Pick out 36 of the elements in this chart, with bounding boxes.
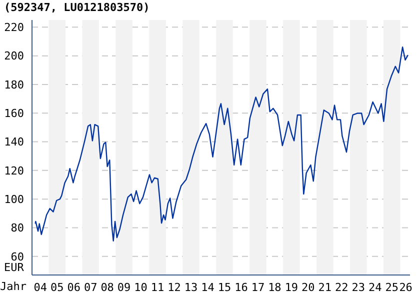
chart-title: (592347, LU0121803570): [4, 1, 150, 14]
x-tick-label: 14: [201, 280, 215, 294]
x-tick-label: 25: [385, 280, 398, 294]
x-tick-label: 21: [318, 280, 332, 294]
x-tick-label: 05: [50, 280, 64, 294]
x-tick-label: 11: [150, 280, 164, 294]
x-axis-title: Jahr: [0, 280, 26, 293]
x-tick-label: 18: [268, 280, 282, 294]
y-axis-title: EUR: [4, 261, 24, 274]
x-tick-label: 17: [251, 280, 265, 294]
x-tick-label: 06: [67, 280, 80, 294]
y-tick-label: 120: [4, 164, 24, 178]
x-tick-label: 13: [184, 280, 198, 294]
y-tick-label: 60: [10, 250, 24, 264]
x-tick-label: 15: [218, 280, 232, 294]
line-series: [34, 46, 409, 242]
x-tick-label: 22: [335, 280, 348, 294]
y-tick-label: 180: [4, 78, 24, 92]
y-tick-label: 200: [4, 50, 24, 63]
x-tick-label: 24: [368, 280, 382, 294]
x-tick-label: 09: [117, 280, 131, 294]
x-tick-label: 07: [84, 280, 98, 294]
x-tick-label: 08: [100, 280, 114, 294]
x-tick-label: 23: [352, 280, 366, 294]
y-tick-label: 220: [4, 21, 24, 34]
y-tick-label: 80: [10, 222, 24, 235]
x-tick-label: 26: [399, 280, 412, 294]
x-tick-label: 12: [168, 280, 181, 294]
y-tick-label: 160: [4, 107, 24, 120]
x-tick-label: 16: [234, 280, 248, 294]
x-tick-label: 04: [34, 280, 48, 294]
x-tick-label: 20: [302, 280, 315, 294]
y-tick-label: 140: [4, 136, 24, 149]
x-tick-label: 10: [134, 280, 148, 294]
x-tick-label: 19: [284, 280, 298, 294]
y-tick-label: 100: [4, 192, 24, 206]
